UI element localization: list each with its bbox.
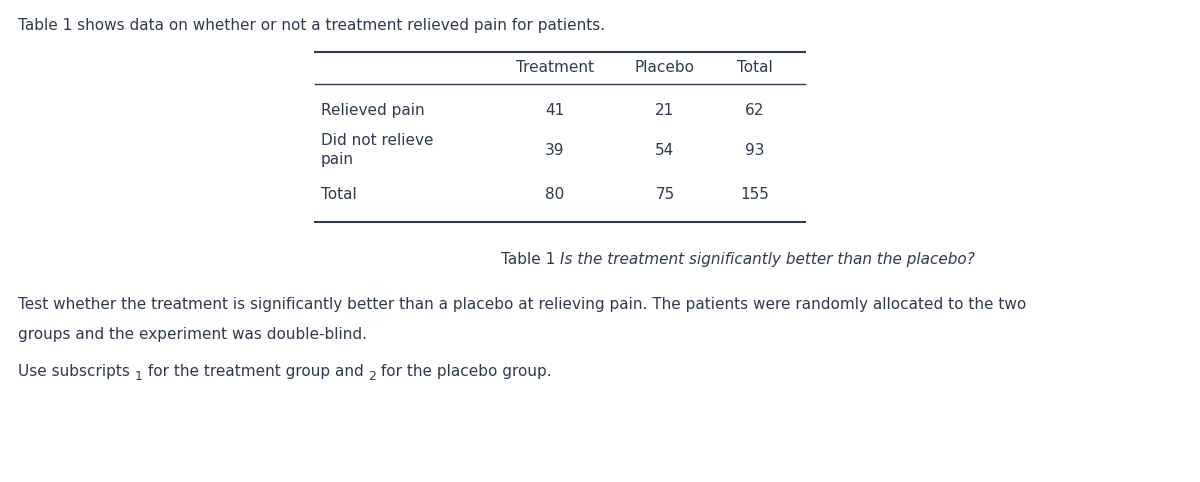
Text: for the treatment group and: for the treatment group and — [143, 364, 368, 379]
Text: 54: 54 — [655, 143, 674, 158]
Text: 75: 75 — [655, 187, 674, 201]
Text: Total: Total — [737, 59, 773, 75]
Text: for the placebo group.: for the placebo group. — [376, 364, 552, 379]
Text: 93: 93 — [745, 143, 764, 158]
Text: Treatment: Treatment — [516, 59, 594, 75]
Text: Test whether the treatment is significantly better than a placebo at relieving p: Test whether the treatment is significan… — [18, 297, 1026, 312]
Text: Relieved pain: Relieved pain — [322, 103, 425, 118]
Text: 155: 155 — [740, 187, 769, 201]
Text: 39: 39 — [545, 143, 565, 158]
Text: 41: 41 — [545, 103, 565, 118]
Text: Total: Total — [322, 187, 356, 201]
Text: Table 1: Table 1 — [500, 252, 560, 267]
Text: 2: 2 — [368, 370, 376, 383]
Text: 21: 21 — [655, 103, 674, 118]
Text: 80: 80 — [545, 187, 565, 201]
Text: Table 1 shows data on whether or not a treatment relieved pain for patients.: Table 1 shows data on whether or not a t… — [18, 18, 605, 33]
Text: Is the treatment significantly better than the placebo?: Is the treatment significantly better th… — [560, 252, 974, 267]
Text: 62: 62 — [745, 103, 764, 118]
Text: 1: 1 — [134, 370, 143, 383]
Text: Placebo: Placebo — [635, 59, 695, 75]
Text: groups and the experiment was double-blind.: groups and the experiment was double-bli… — [18, 327, 367, 342]
Text: Use subscripts: Use subscripts — [18, 364, 134, 379]
Text: Did not relieve
pain: Did not relieve pain — [322, 133, 433, 167]
